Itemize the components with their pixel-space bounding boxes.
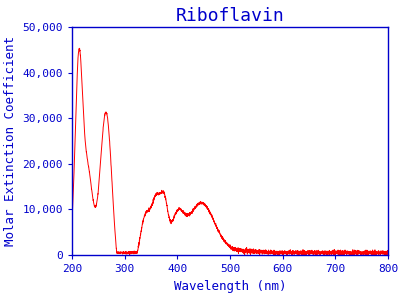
Title: Riboflavin: Riboflavin [176,8,284,26]
Y-axis label: Molar Extinction Coefficient: Molar Extinction Coefficient [4,36,17,246]
X-axis label: Wavelength (nm): Wavelength (nm) [174,280,286,292]
